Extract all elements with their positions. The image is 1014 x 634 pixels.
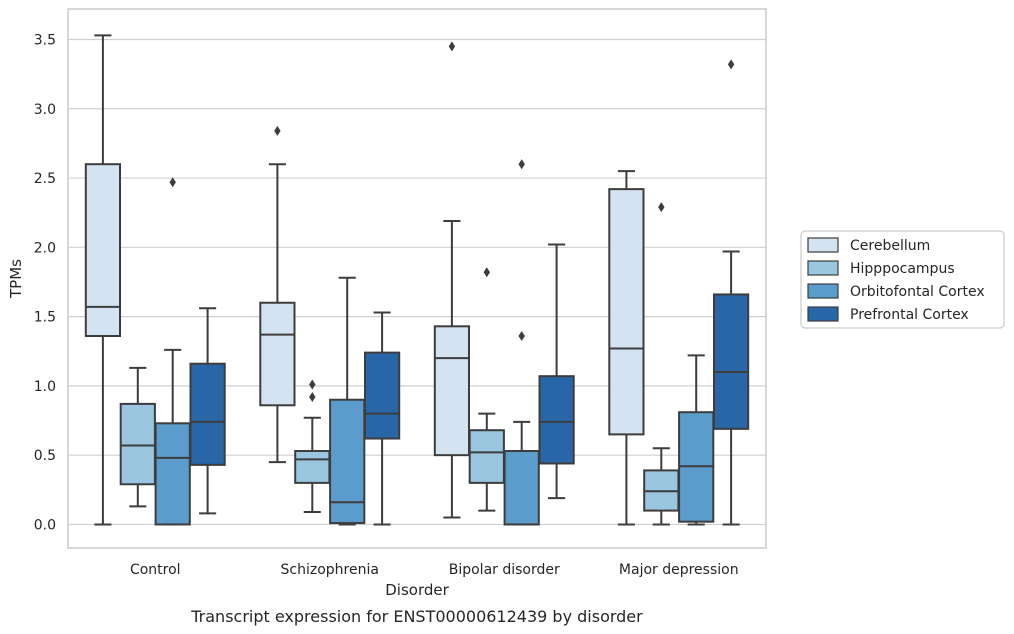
- legend-swatch: [807, 260, 839, 276]
- box-iqr: [503, 450, 540, 526]
- category-group: [84, 34, 226, 526]
- outlier-point: [274, 125, 281, 136]
- outlier-point: [658, 202, 665, 213]
- legend-swatch: [807, 283, 839, 299]
- box: [154, 177, 191, 526]
- box: [84, 34, 122, 526]
- legend-swatch: [807, 306, 839, 322]
- outlier-point: [448, 41, 456, 52]
- box-iqr: [189, 362, 226, 466]
- legend-item: Hipppocampus: [807, 260, 955, 277]
- category-group: [259, 125, 401, 526]
- legend-item: Cerebellum: [807, 237, 930, 254]
- box-iqr: [84, 163, 122, 338]
- y-tick-label: 1.0: [34, 379, 56, 395]
- outlier-point: [518, 331, 525, 342]
- y-tick-label: 1.5: [34, 310, 56, 326]
- box: [294, 379, 331, 513]
- box-iqr: [712, 293, 750, 430]
- box: [678, 354, 715, 526]
- legend-label: Prefrontal Cortex: [850, 307, 969, 323]
- chart-caption: Transcript expression for ENST0000061243…: [190, 607, 643, 626]
- x-tick-label: Control: [130, 562, 181, 578]
- category-group: [608, 59, 750, 526]
- box: [363, 311, 401, 526]
- outlier-point: [518, 159, 525, 170]
- box-iqr: [119, 402, 156, 486]
- y-tick-label: 3.0: [34, 102, 56, 118]
- y-axis-label: TPMs: [7, 259, 25, 299]
- box: [503, 159, 540, 526]
- box: [643, 202, 680, 526]
- category-group: [433, 41, 575, 526]
- outlier-point: [309, 391, 316, 402]
- box-iqr: [329, 398, 366, 525]
- box-iqr: [608, 188, 645, 436]
- box-groups: [84, 34, 750, 526]
- x-tick-label: Schizophrenia: [281, 562, 379, 578]
- box: [712, 59, 750, 526]
- legend-label: Orbitofontal Cortex: [850, 284, 985, 300]
- box-iqr: [259, 301, 296, 407]
- box-iqr: [468, 429, 505, 484]
- box-iqr: [294, 450, 331, 484]
- x-axis-label: Disorder: [385, 581, 449, 599]
- box: [329, 276, 366, 526]
- box: [538, 243, 575, 500]
- legend-item: Orbitofontal Cortex: [807, 283, 985, 300]
- box-iqr: [538, 375, 575, 465]
- y-tick-label: 0.5: [34, 448, 56, 464]
- legend-label: Hipppocampus: [850, 261, 955, 277]
- x-tick-labels: Control Schizophrenia Bipolar disorder Majo…: [130, 562, 739, 578]
- y-tick-label: 2.0: [34, 240, 56, 256]
- box-iqr: [363, 351, 401, 440]
- x-tick-label: Bipolar disorder: [449, 562, 560, 578]
- y-tick-label: 0.0: [34, 517, 56, 533]
- y-tick-label: 2.5: [34, 171, 56, 187]
- x-tick-label: Major depression: [619, 562, 739, 578]
- box: [608, 170, 645, 526]
- box: [189, 307, 226, 515]
- legend-item: Prefrontal Cortex: [807, 306, 969, 323]
- outlier-point: [483, 267, 490, 278]
- legend-swatch: [807, 237, 839, 253]
- y-tick-labels: 0.0 0.5 1.0 1.5 2.0 2.5 3.0 3.5: [34, 32, 56, 533]
- legend-frame: [800, 230, 1005, 329]
- outlier-point: [309, 379, 316, 390]
- box: [433, 41, 471, 519]
- outlier-point: [727, 59, 735, 70]
- legend-label: Cerebellum: [850, 238, 930, 254]
- outlier-point: [169, 177, 176, 188]
- legend: Cerebellum Hipppocampus Orbitofontal Corte…: [800, 230, 1005, 329]
- box: [259, 125, 296, 464]
- box-iqr: [433, 325, 471, 457]
- y-tick-label: 3.5: [34, 32, 56, 48]
- plot-frame: [67, 8, 767, 549]
- box-iqr: [154, 422, 191, 526]
